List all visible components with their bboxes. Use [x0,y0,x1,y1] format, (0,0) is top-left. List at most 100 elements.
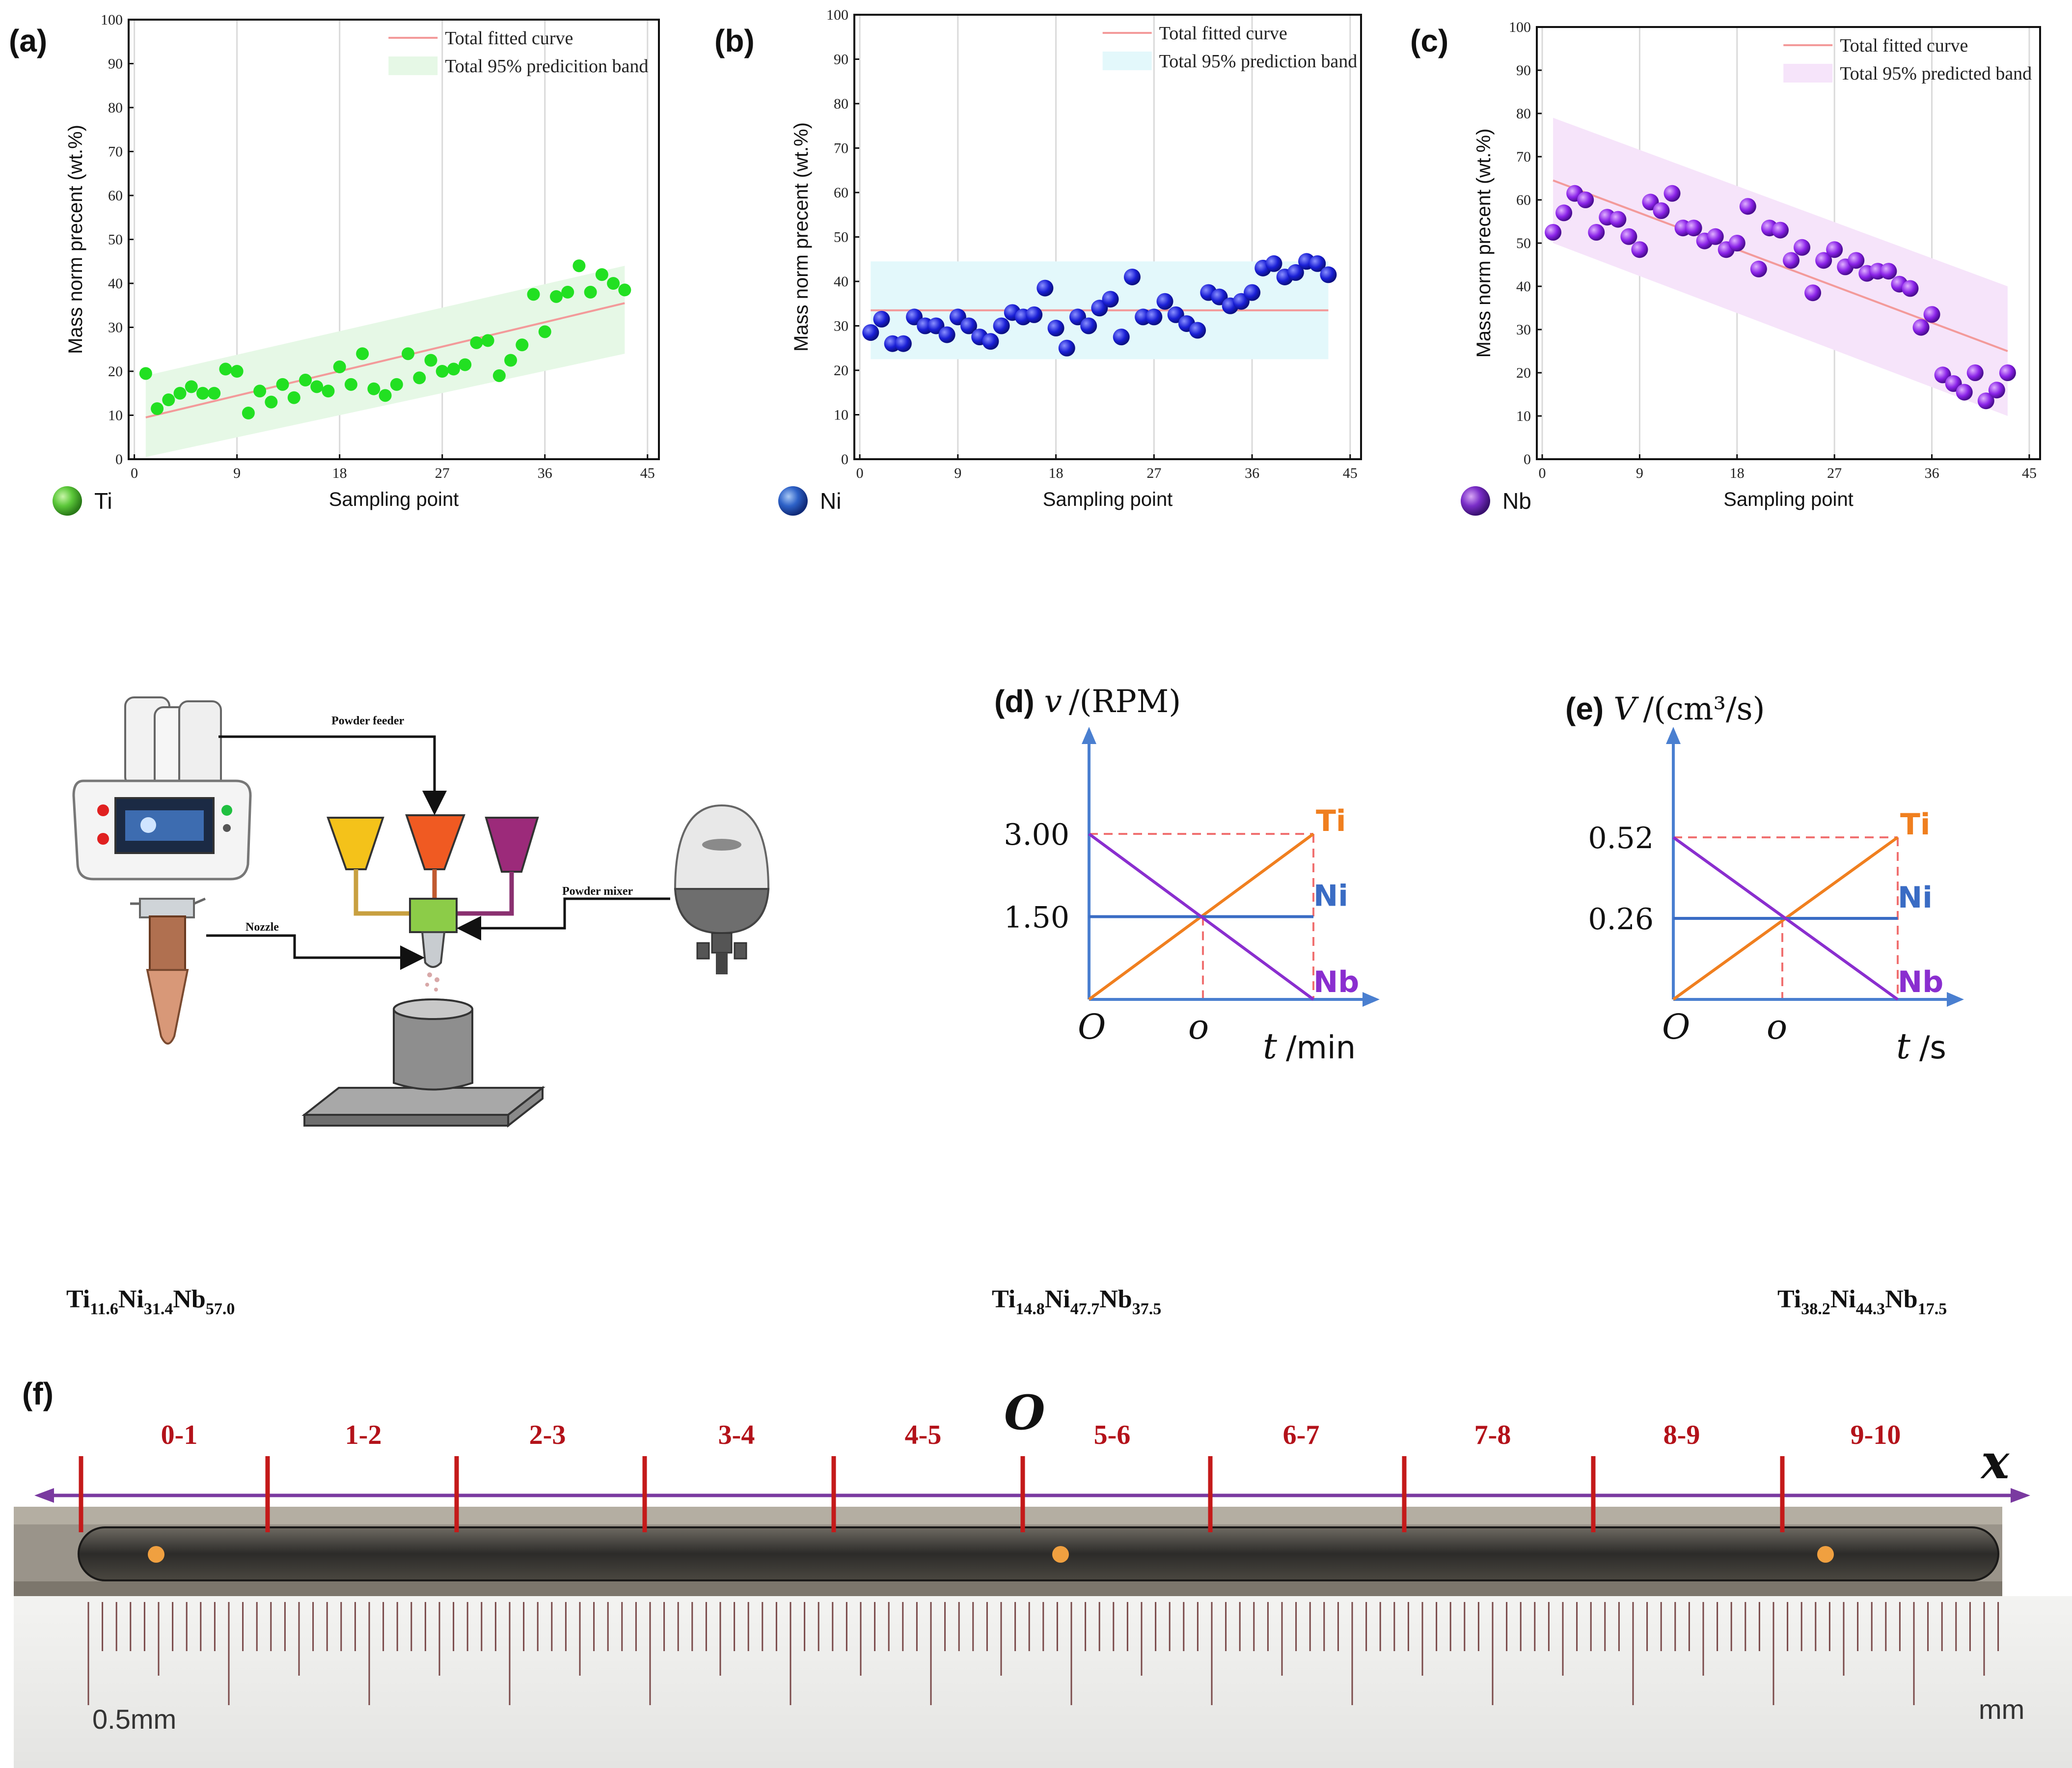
data-point [1880,263,1897,280]
data-point [1631,241,1648,258]
y-tick-label: 60 [834,185,848,201]
data-point [299,373,312,387]
data-point [1728,235,1745,251]
y-tick-top: 3.00 [1004,818,1069,852]
y-tick-label: 40 [1516,278,1531,295]
comp-right-b: 44.3 [1856,1300,1885,1318]
y-tick-label: 70 [1516,149,1531,165]
hopper-yellow [327,817,384,870]
x-tick-label: 9 [233,465,241,481]
data-point [1189,322,1206,339]
data-point [1739,198,1756,215]
data-point [1026,306,1043,323]
data-point [960,317,978,334]
comp-left-ni: Ni [118,1285,144,1313]
data-point [1047,320,1064,337]
origin-label: O [1662,1007,1690,1047]
data-point [151,402,164,415]
y-axis-title: Mass norm precent (wt.%) [791,122,812,352]
series-label-ni: Ni [1313,879,1348,913]
data-point [162,393,175,407]
data-point [470,336,483,349]
data-point [1923,306,1940,323]
x-tick-label: 45 [2022,465,2037,481]
mixing-block [409,898,458,933]
data-point [1620,228,1637,245]
y-axis-title: Mass norm precent (wt.%) [1473,129,1495,358]
sample-point-2 [1052,1546,1069,1563]
data-point [1036,279,1054,297]
title-unit: /(cm³/s) [1643,691,1765,727]
segment-label: 8-9 [1663,1420,1700,1450]
data-point [196,387,209,400]
panel-label-f: (f) [22,1376,54,1411]
origin-label-f: O [1004,1385,1045,1440]
chart-title: (e) V/(cm³/s) [1565,691,1765,727]
data-point [1794,239,1811,256]
legend-fit-text: Total fitted curve [1159,23,1287,44]
y-tick-label: 100 [826,7,848,23]
x-tick-label: 27 [435,465,450,481]
series-line-nb [1088,832,1314,1001]
element-label: Ni [820,488,841,514]
element-sphere-icon [53,486,82,516]
y-tick-label: 60 [1516,192,1531,208]
data-point [1156,293,1173,310]
x-axis-title: Sampling point [329,489,459,510]
segment-label: 4-5 [905,1420,942,1450]
data-point [993,317,1010,334]
data-point [265,395,278,409]
hopper-orange [405,814,465,870]
deposited-cylinder [393,1009,473,1091]
svg-text:Ti14.8Ni47.7Nb37.5: Ti14.8Ni47.7Nb37.5 [992,1285,1161,1318]
data-point [1966,364,1984,381]
y-tick-top: 0.52 [1588,821,1654,856]
data-point [1804,284,1822,302]
data-point [1265,255,1282,272]
x-tick-label: 45 [640,465,655,481]
data-point [1956,384,1973,401]
data-point [492,369,506,382]
data-point [618,283,631,297]
data-point [1577,192,1594,208]
data-point [584,285,597,299]
powder-feeder-machine [72,696,252,881]
x-axis-symbol: t [1896,1025,1911,1067]
legend-band-text: Total 95% predicition band [445,56,648,77]
chart-e-volume: Ti Ni Nb 0.52 0.26 O o t/s (e) V/(cm³/s) [1565,691,1964,1067]
legend-band-swatch [1102,52,1152,70]
data-point [895,335,912,352]
y-tick-label: 80 [834,96,848,112]
series-label-ti: Ti [1316,804,1346,838]
ruler-ticks [87,1602,1999,1705]
comp-left-c: 57.0 [206,1300,235,1318]
comp-right-nb: Nb [1885,1285,1917,1313]
data-point [1988,382,2005,399]
data-point [1707,228,1724,245]
composition-middle: Ti14.8Ni47.7Nb37.5 [992,1285,1161,1318]
data-point [1653,202,1670,219]
series-line-nb [1672,836,1899,1001]
data-point [356,347,369,360]
segment-label: 6-7 [1283,1420,1320,1450]
comp-mid-ti: Ti [992,1285,1015,1313]
x-tick-label: 18 [1049,465,1063,481]
x-tick-label: 18 [1730,465,1745,481]
series-label-nb: Nb [1313,965,1359,999]
x-axis-symbol: t [1263,1025,1278,1067]
nozzle-label: Nozzle [245,921,279,934]
data-point [1609,211,1627,228]
fitted-curve [145,302,625,418]
data-point [1320,266,1337,283]
x-tick-label: 27 [1146,465,1161,481]
data-point [379,389,392,402]
mid-label: o [1188,1007,1209,1047]
data-point [1815,252,1832,269]
data-point [1113,329,1130,346]
y-tick-label: 90 [108,56,123,72]
y-tick-label: 30 [108,320,123,336]
data-point [1772,221,1789,239]
panel-label: (d) [994,684,1035,719]
panel-label: (e) [1565,691,1604,726]
